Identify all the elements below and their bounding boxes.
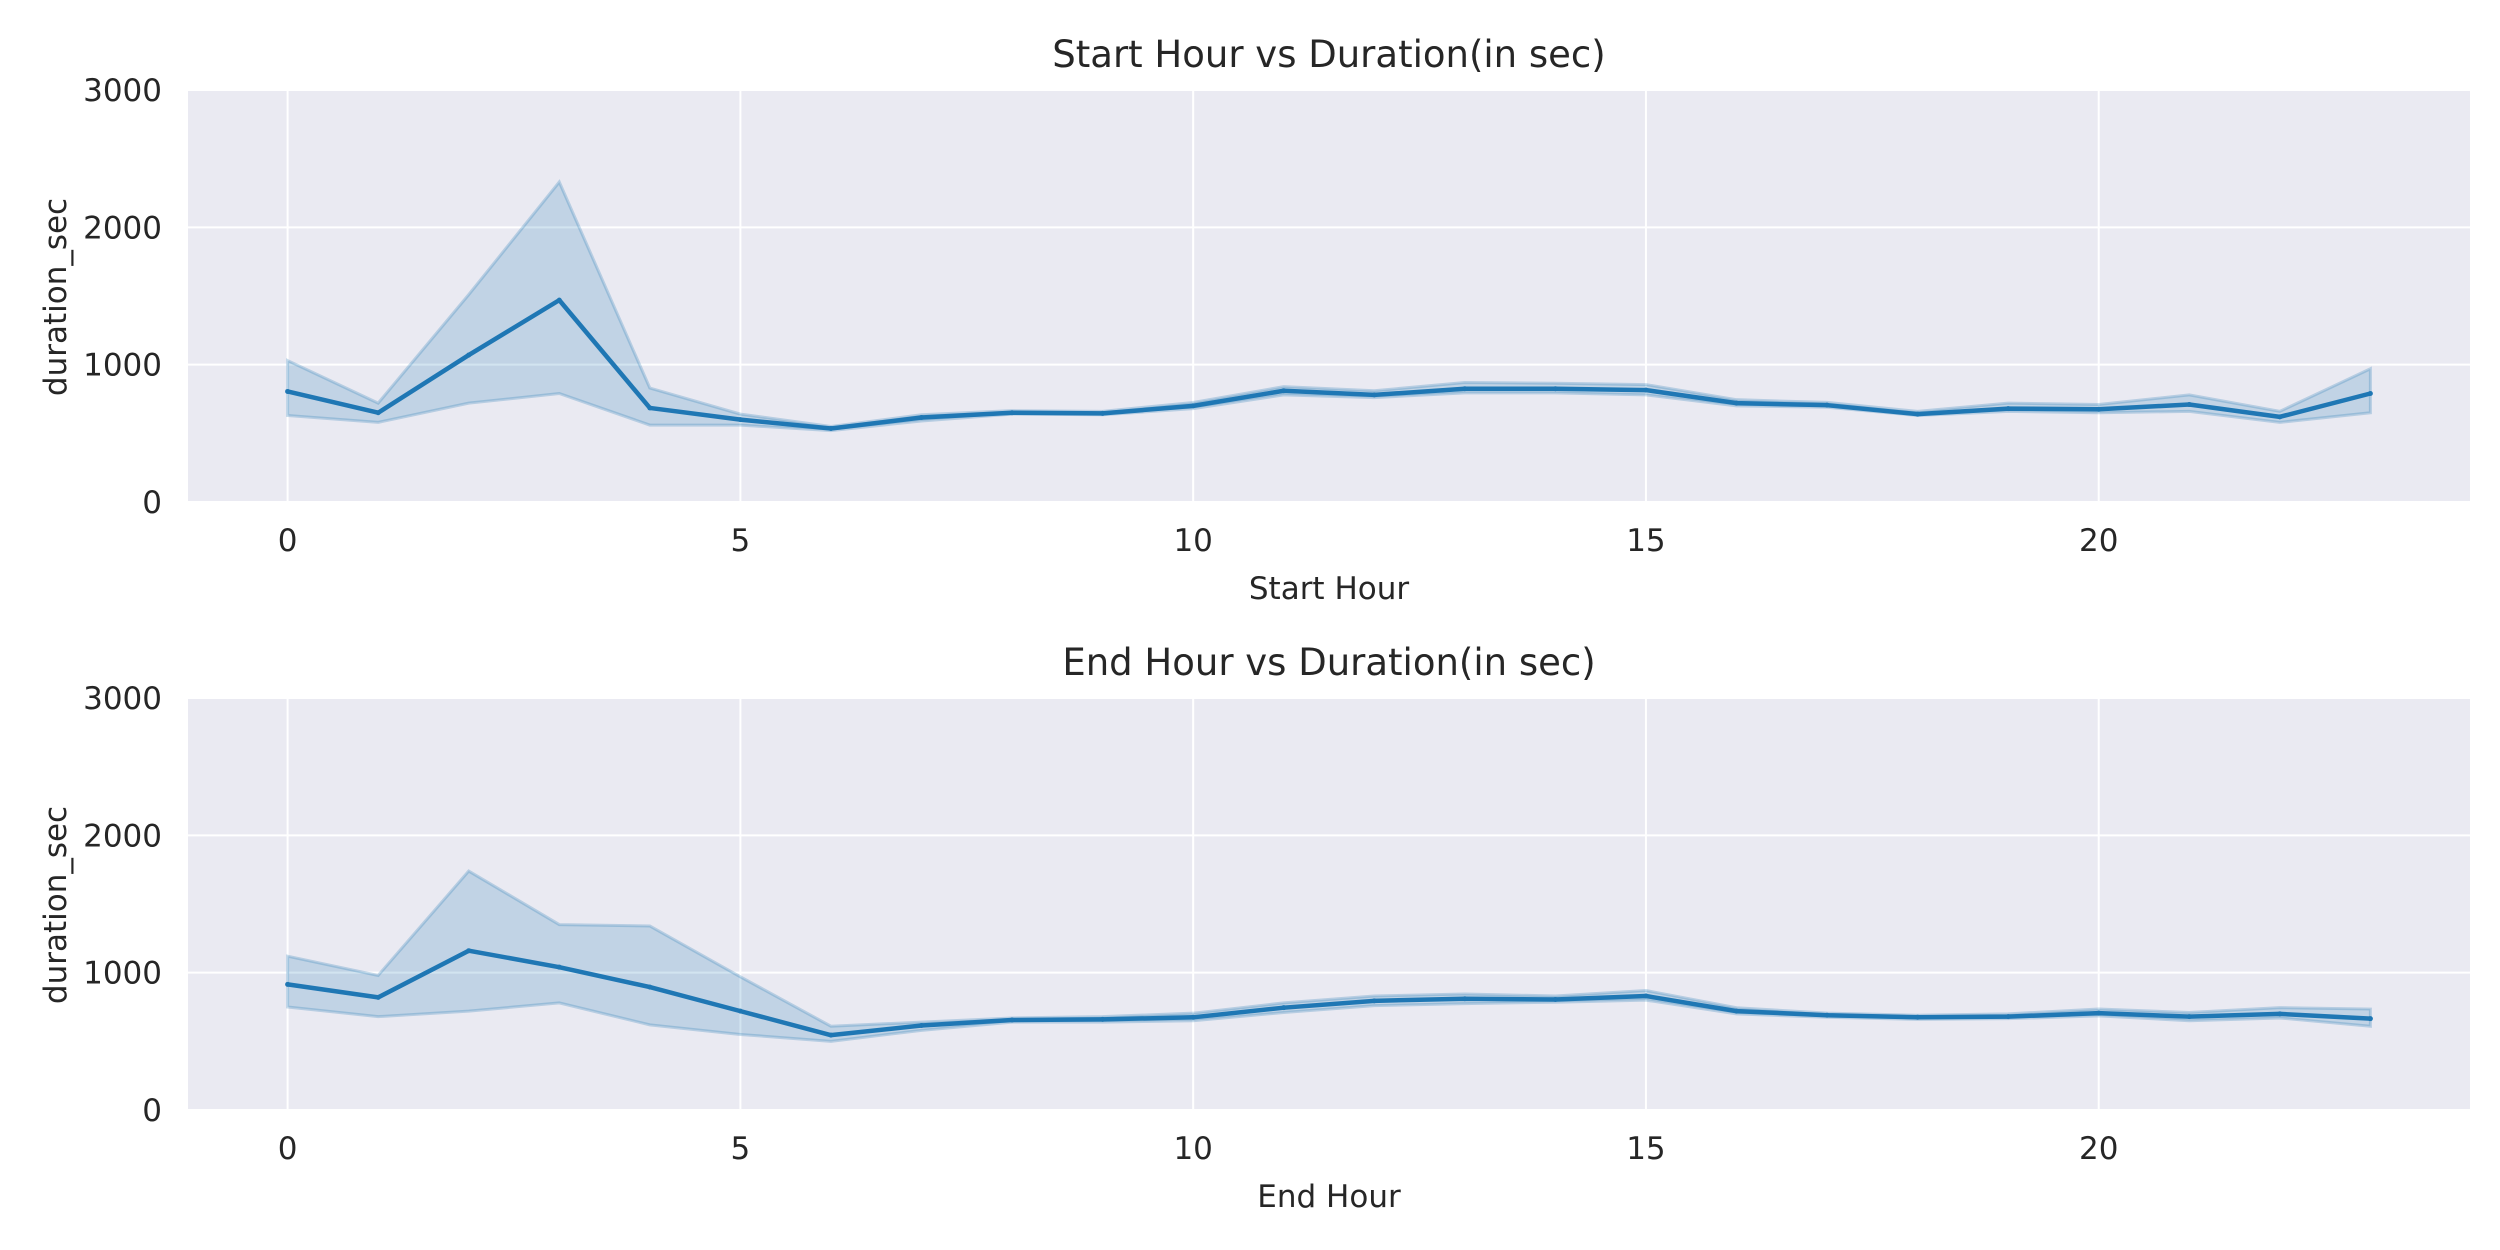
x-tick-label: 15 bbox=[1626, 1131, 1665, 1167]
data-point bbox=[1009, 410, 1015, 416]
data-point bbox=[919, 415, 924, 421]
x-tick-label: 0 bbox=[278, 523, 298, 559]
data-point bbox=[1552, 386, 1558, 392]
data-point bbox=[2367, 391, 2373, 397]
data-point bbox=[1734, 1008, 1739, 1014]
y-tick-label: 3000 bbox=[83, 681, 162, 717]
data-point bbox=[2186, 401, 2192, 407]
y-axis-label: duration_sec bbox=[38, 198, 74, 396]
data-point bbox=[2186, 1014, 2192, 1020]
data-point bbox=[1915, 1014, 1921, 1020]
data-point bbox=[556, 964, 562, 970]
data-point bbox=[1281, 388, 1287, 394]
y-tick-label: 0 bbox=[142, 485, 162, 521]
data-point bbox=[1824, 1012, 1830, 1018]
data-point bbox=[1009, 1017, 1015, 1023]
data-point bbox=[2096, 1010, 2102, 1016]
x-tick-label: 0 bbox=[278, 1131, 298, 1167]
x-axis-label: End Hour bbox=[1257, 1179, 1401, 1215]
y-tick-label: 2000 bbox=[83, 818, 162, 854]
data-point bbox=[1100, 1016, 1106, 1022]
data-point bbox=[1734, 400, 1739, 406]
data-point bbox=[2005, 406, 2011, 412]
data-point bbox=[1371, 998, 1377, 1004]
data-point bbox=[1824, 402, 1830, 408]
data-point bbox=[1190, 1014, 1196, 1020]
data-point bbox=[1643, 387, 1649, 393]
chart-title: End Hour vs Duration(in sec) bbox=[1062, 641, 1595, 684]
x-tick-label: 10 bbox=[1173, 523, 1212, 559]
data-point bbox=[647, 984, 653, 990]
tick-labels: 0 5 10 15 20 0 1000 2000 3000 bbox=[83, 73, 2118, 559]
y-tick-label: 1000 bbox=[83, 956, 162, 992]
data-point bbox=[466, 948, 472, 954]
data-point bbox=[285, 981, 291, 987]
y-tick-label: 3000 bbox=[83, 73, 162, 109]
y-axis-label: duration_sec bbox=[38, 806, 74, 1004]
data-point bbox=[375, 410, 381, 416]
data-point bbox=[1462, 996, 1468, 1002]
data-point bbox=[1552, 996, 1558, 1002]
x-tick-label: 10 bbox=[1173, 1131, 1212, 1167]
chart-title: Start Hour vs Duration(in sec) bbox=[1052, 33, 1605, 76]
data-point bbox=[466, 352, 472, 358]
data-point bbox=[1190, 403, 1196, 409]
x-axis-label: Start Hour bbox=[1249, 571, 1410, 607]
x-tick-label: 5 bbox=[731, 523, 751, 559]
series-line bbox=[287, 297, 2371, 431]
x-tick-label: 5 bbox=[731, 1131, 751, 1167]
data-point bbox=[737, 417, 743, 423]
data-point bbox=[556, 297, 562, 303]
data-point bbox=[2096, 406, 2102, 412]
data-point bbox=[2277, 1011, 2283, 1017]
x-tick-label: 15 bbox=[1626, 523, 1665, 559]
x-tick-label: 20 bbox=[2079, 523, 2118, 559]
data-point bbox=[375, 994, 381, 1000]
data-point bbox=[647, 405, 653, 411]
chart-start-hour: Start Hour vs Duration(in sec) 0 5 10 15 200… bbox=[38, 33, 2470, 607]
data-point bbox=[1462, 386, 1468, 392]
data-point bbox=[1100, 410, 1106, 416]
data-point bbox=[1281, 1005, 1287, 1011]
data-point bbox=[2367, 1016, 2373, 1022]
data-point bbox=[828, 1032, 834, 1038]
series-line-layer bbox=[285, 297, 2373, 432]
data-point bbox=[1643, 993, 1649, 999]
series-line bbox=[287, 948, 2371, 1038]
x-tick-label: 20 bbox=[2079, 1131, 2118, 1167]
data-point bbox=[2005, 1014, 2011, 1020]
tick-labels: 0 5 10 15 20 0 1000 2000 3000 bbox=[83, 681, 2118, 1167]
data-point bbox=[1371, 392, 1377, 398]
y-tick-label: 2000 bbox=[83, 210, 162, 246]
series-line-layer bbox=[285, 948, 2373, 1038]
plot-area bbox=[188, 90, 2470, 502]
data-point bbox=[2277, 414, 2283, 420]
grid-lines bbox=[188, 697, 2470, 1111]
data-point bbox=[919, 1023, 924, 1029]
chart-end-hour: End Hour vs Duration(in sec) 0 5 10 15 20 0 10… bbox=[38, 641, 2470, 1215]
y-tick-label: 1000 bbox=[83, 348, 162, 384]
data-point bbox=[737, 1008, 743, 1014]
data-point bbox=[285, 388, 291, 394]
plot-area bbox=[188, 698, 2470, 1110]
data-point bbox=[828, 426, 834, 432]
grid-lines bbox=[188, 89, 2470, 503]
y-tick-label: 0 bbox=[142, 1093, 162, 1129]
data-point bbox=[1915, 411, 1921, 417]
